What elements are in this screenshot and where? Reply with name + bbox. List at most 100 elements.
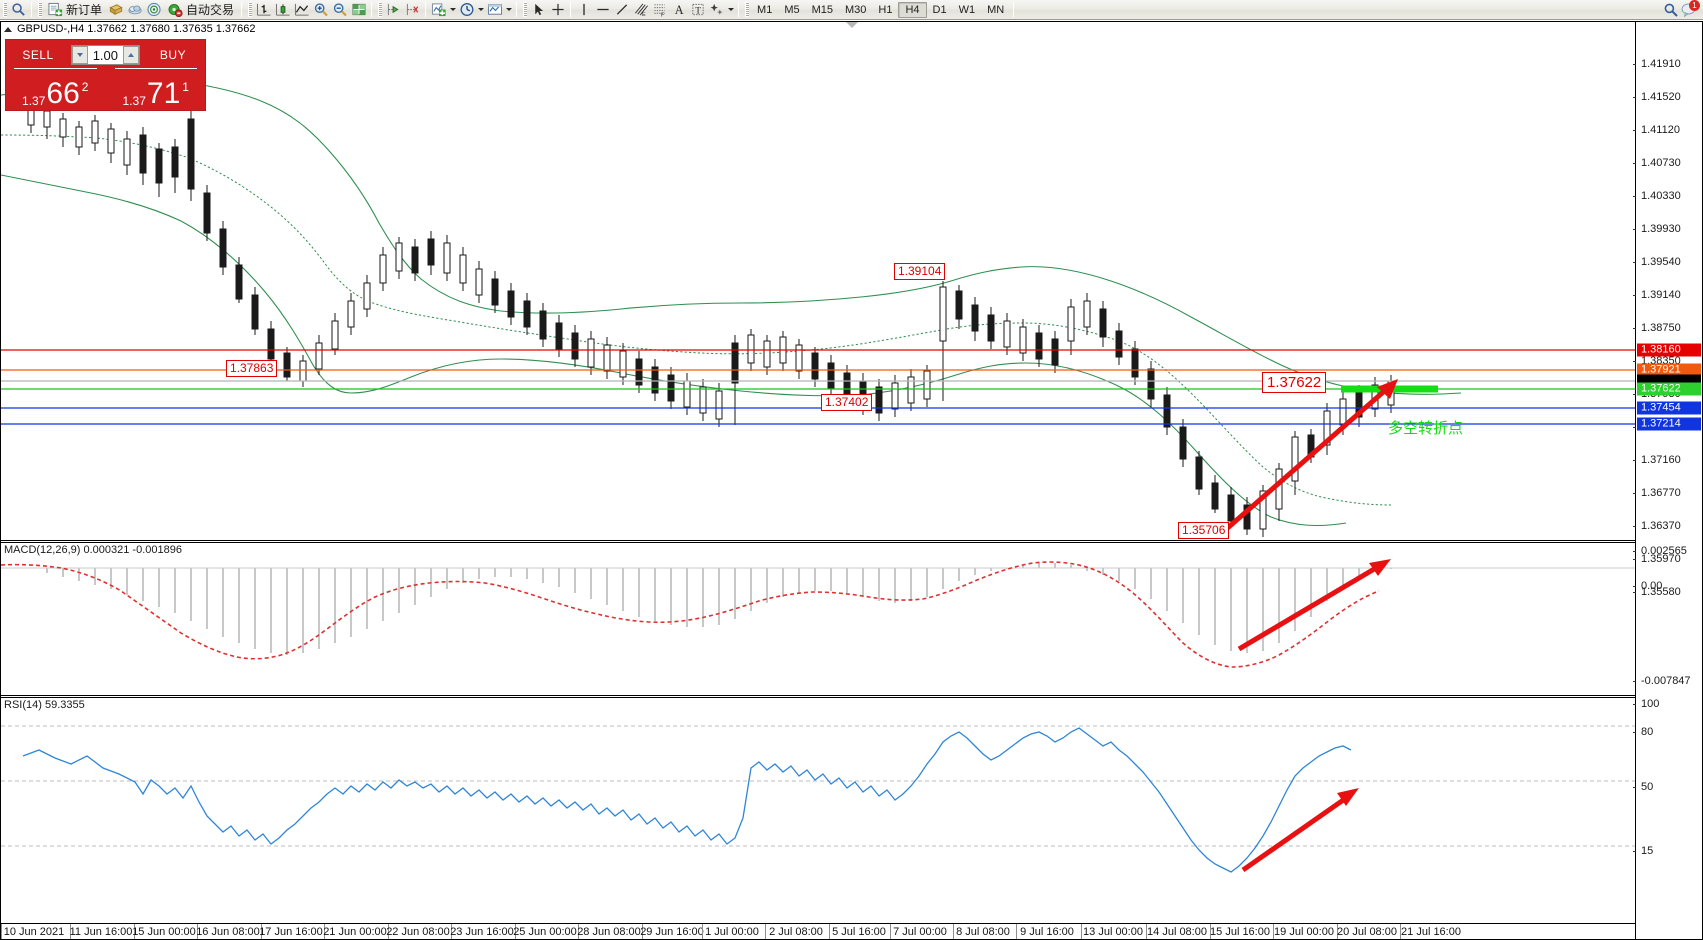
text-icon[interactable]: A	[669, 1, 688, 19]
chart-header: GBPUSD-,H4 1.37662 1.37680 1.37635 1.376…	[1, 22, 1702, 36]
toolbar-grip-2[interactable]	[38, 2, 42, 17]
sell-button[interactable]: SELL	[22, 48, 54, 62]
timeframe-m1[interactable]: M1	[757, 3, 773, 16]
magnifier-icon[interactable]	[9, 1, 28, 19]
volume-stepper[interactable]: 1.00	[71, 45, 140, 65]
time-tick-7: 22 Jun 08:00	[386, 926, 450, 938]
indicators-icon[interactable]	[429, 1, 448, 19]
macd-scale-tick-2: 0.00	[1632, 580, 1662, 592]
volume-decrease-arrow[interactable]	[72, 46, 88, 64]
pane-divider-rsi	[1, 695, 1702, 696]
timeframe-d1[interactable]: D1	[932, 3, 947, 16]
autoscroll-icon[interactable]	[403, 1, 422, 19]
time-tick-15: 7 Jul 00:00	[893, 926, 947, 938]
rsi-scale-tick-2: 80	[1632, 726, 1653, 738]
indicators-dropdown-arrow[interactable]	[448, 8, 457, 11]
toolbar-grip-4[interactable]	[378, 2, 383, 17]
vertical-line-icon[interactable]	[574, 1, 593, 19]
timeframe-w1[interactable]: W1	[958, 3, 976, 16]
annotation-139104[interactable]: 1.39104	[894, 263, 946, 280]
toolbar-grip-6[interactable]	[745, 2, 750, 17]
horizontal-line-icon[interactable]	[593, 1, 612, 19]
svg-text:F: F	[660, 12, 664, 17]
annotation-137622[interactable]: 1.37622	[1262, 372, 1327, 393]
collapse-arrow-icon[interactable]	[845, 22, 858, 28]
autotrading-label: 自动交易	[186, 3, 235, 17]
price-tick-7: 1.39540	[1633, 256, 1681, 268]
rsi-canvas	[1, 725, 1635, 873]
timeframe-h1[interactable]: H1	[878, 3, 893, 16]
fibonacci-icon[interactable]: F	[650, 1, 669, 19]
data-window-icon[interactable]	[349, 1, 368, 19]
templates-dropdown-arrow[interactable]	[504, 8, 513, 11]
period-clock-icon[interactable]	[457, 1, 476, 19]
chinese-annotation-note[interactable]: 多空转折点	[1388, 419, 1464, 437]
chart-window: GBPUSD-,H4 1.37662 1.37680 1.37635 1.376…	[0, 21, 1703, 940]
annotation-137863[interactable]: 1.37863	[226, 360, 278, 377]
search-icon[interactable]	[1661, 1, 1680, 19]
line-chart-icon[interactable]	[292, 1, 311, 19]
signals-icon[interactable]	[144, 1, 163, 19]
templates-icon[interactable]	[485, 1, 504, 19]
timeframe-m15[interactable]: M15	[811, 3, 833, 16]
price-pane-canvas	[1, 79, 1635, 537]
time-axis[interactable]: 10 Jun 2021 11 Jun 16:00 15 Jun 00:00 16…	[1, 923, 1702, 939]
buy-button[interactable]: BUY	[159, 48, 187, 62]
period-dropdown-arrow[interactable]	[476, 8, 485, 11]
crosshair-icon[interactable]	[548, 1, 567, 19]
one-click-trading-panel[interactable]: SELL 1.00 BUY 1.37 66 2 1.37 71	[5, 39, 206, 111]
price-scale[interactable]: 1.41910 1.41520 1.41120 1.40730 1.40330 …	[1632, 22, 1702, 939]
autotrading-button[interactable]: 自动交易	[163, 1, 238, 19]
zoom-out-icon[interactable]	[330, 1, 349, 19]
annotation-137402[interactable]: 1.37402	[821, 394, 873, 411]
text-label-icon[interactable]: T	[688, 1, 707, 19]
price-tick-8: 1.39140	[1633, 289, 1681, 301]
toolbar-grip-5[interactable]	[523, 2, 528, 17]
toolbar-separator-2	[241, 2, 243, 17]
price-tick-9: 1.38750	[1633, 322, 1681, 334]
price-tick-6: 1.39930	[1633, 223, 1681, 235]
toolbar-grip-3[interactable]	[248, 2, 253, 17]
price-tick-1: 1.41910	[1633, 58, 1681, 70]
equidistant-channel-icon[interactable]: E	[631, 1, 650, 19]
timeframe-m5[interactable]: M5	[784, 3, 800, 16]
price-tag-137921[interactable]: 1.37921	[1637, 363, 1701, 377]
shift-chart-icon[interactable]	[384, 1, 403, 19]
one-click-top-row: SELL 1.00 BUY	[6, 40, 205, 66]
chart-expand-icon[interactable]	[4, 26, 12, 32]
price-tag-137454[interactable]: 1.37454	[1637, 401, 1701, 415]
cursor-icon[interactable]	[529, 1, 548, 19]
time-tick-4: 16 Jun 08:00	[196, 926, 260, 938]
price-tag-137622[interactable]: 1.37622	[1637, 382, 1701, 396]
notifications-icon[interactable]: 1	[1680, 0, 1700, 19]
rsi-scale-tick-3: 50	[1632, 781, 1653, 793]
pending-order-icon[interactable]	[106, 1, 125, 19]
rsi-label: RSI(14) 59.3355	[4, 699, 85, 711]
volume-value[interactable]: 1.00	[92, 47, 118, 63]
price-tag-138160[interactable]: 1.38160	[1637, 343, 1701, 357]
rsi-trend-arrow	[1241, 788, 1359, 873]
timeframe-mn[interactable]: MN	[987, 3, 1005, 16]
zoom-in-icon[interactable]	[311, 1, 330, 19]
shapes-dropdown-arrow[interactable]	[726, 8, 735, 11]
buy-price[interactable]: 1.37 71 1	[107, 66, 206, 110]
volume-increase-arrow[interactable]	[123, 46, 139, 64]
cloud-icon[interactable]	[125, 1, 144, 19]
new-order-button[interactable]: 新订单	[44, 1, 106, 19]
sell-price-main: 66	[46, 77, 80, 110]
chart-symbol-ohlc: GBPUSD-,H4 1.37662 1.37680 1.37635 1.376…	[17, 23, 256, 35]
toolbar-grip-1[interactable]	[3, 2, 7, 17]
buy-price-main: 71	[146, 77, 181, 110]
sell-price[interactable]: 1.37 66 2	[6, 66, 105, 110]
macd-trend-arrow	[1237, 559, 1391, 652]
bar-chart-icon[interactable]	[254, 1, 273, 19]
toolbar-separator-7	[738, 2, 740, 17]
price-tag-137214[interactable]: 1.37214	[1637, 417, 1701, 431]
candlestick-chart-icon[interactable]	[273, 1, 292, 19]
annotation-135706[interactable]: 1.35706	[1178, 522, 1230, 539]
shapes-icon[interactable]	[707, 1, 726, 19]
trendline-icon[interactable]	[612, 1, 631, 19]
timeframe-m30[interactable]: M30	[845, 3, 867, 16]
timeframe-h4[interactable]: H4	[898, 1, 927, 18]
price-tick-14: 1.36770	[1633, 487, 1681, 499]
